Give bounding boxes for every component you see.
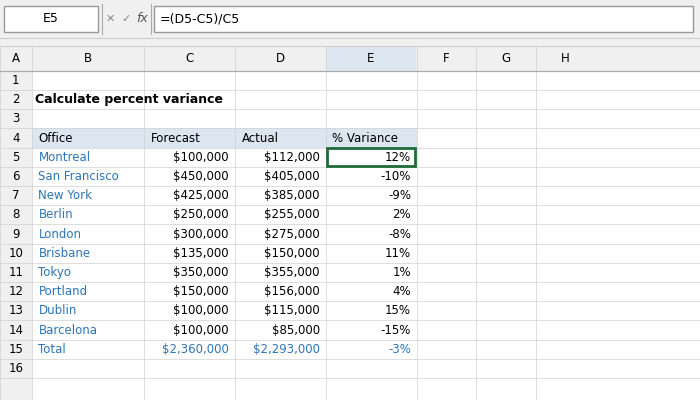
Bar bbox=[326, 71, 416, 400]
Text: -8%: -8% bbox=[388, 228, 411, 240]
Text: Forecast: Forecast bbox=[150, 132, 200, 144]
Bar bbox=[0, 0, 700, 38]
Text: ✕: ✕ bbox=[106, 14, 116, 24]
Text: -15%: -15% bbox=[381, 324, 411, 336]
Text: C: C bbox=[185, 52, 193, 65]
FancyBboxPatch shape bbox=[154, 6, 693, 32]
Text: fx: fx bbox=[136, 12, 148, 25]
Text: 14: 14 bbox=[8, 324, 23, 336]
Text: 13: 13 bbox=[8, 304, 23, 317]
Text: -10%: -10% bbox=[381, 170, 411, 183]
Text: -9%: -9% bbox=[388, 189, 411, 202]
Text: 5: 5 bbox=[12, 151, 20, 164]
Text: 7: 7 bbox=[12, 189, 20, 202]
Text: $85,000: $85,000 bbox=[272, 324, 320, 336]
Text: Office: Office bbox=[38, 132, 73, 144]
Text: $2,360,000: $2,360,000 bbox=[162, 343, 229, 356]
Text: $355,000: $355,000 bbox=[265, 266, 320, 279]
Text: 10: 10 bbox=[8, 247, 23, 260]
Text: ✓: ✓ bbox=[121, 14, 131, 24]
Bar bbox=[32, 128, 416, 148]
Text: F: F bbox=[443, 52, 449, 65]
Text: 15%: 15% bbox=[385, 304, 411, 317]
Text: 4%: 4% bbox=[392, 285, 411, 298]
Text: Portland: Portland bbox=[38, 285, 88, 298]
Text: Dublin: Dublin bbox=[38, 304, 77, 317]
Text: 4: 4 bbox=[12, 132, 20, 144]
Text: 2: 2 bbox=[12, 93, 20, 106]
Text: Barcelona: Barcelona bbox=[38, 324, 97, 336]
Text: =(D5-C5)/C5: =(D5-C5)/C5 bbox=[160, 12, 240, 25]
Text: San Francisco: San Francisco bbox=[38, 170, 119, 183]
Text: Calculate percent variance: Calculate percent variance bbox=[35, 93, 223, 106]
Text: $405,000: $405,000 bbox=[265, 170, 320, 183]
Text: 16: 16 bbox=[8, 362, 23, 375]
Text: Tokyo: Tokyo bbox=[38, 266, 71, 279]
Text: -3%: -3% bbox=[388, 343, 411, 356]
Text: 8: 8 bbox=[12, 208, 20, 221]
Text: D: D bbox=[275, 52, 285, 65]
Text: 11: 11 bbox=[8, 266, 23, 279]
Text: $350,000: $350,000 bbox=[174, 266, 229, 279]
Text: 12: 12 bbox=[8, 285, 23, 298]
Text: $135,000: $135,000 bbox=[174, 247, 229, 260]
Text: 2%: 2% bbox=[392, 208, 411, 221]
Text: % Variance: % Variance bbox=[332, 132, 398, 144]
Text: $2,293,000: $2,293,000 bbox=[253, 343, 320, 356]
Text: Brisbane: Brisbane bbox=[38, 247, 90, 260]
Bar bbox=[326, 46, 416, 71]
Text: $100,000: $100,000 bbox=[174, 151, 229, 164]
Text: $112,000: $112,000 bbox=[264, 151, 320, 164]
Bar bbox=[0, 71, 32, 400]
Text: Berlin: Berlin bbox=[38, 208, 73, 221]
Text: $115,000: $115,000 bbox=[264, 304, 320, 317]
Text: $100,000: $100,000 bbox=[174, 304, 229, 317]
Text: $150,000: $150,000 bbox=[265, 247, 320, 260]
Text: 11%: 11% bbox=[385, 247, 411, 260]
Text: 6: 6 bbox=[12, 170, 20, 183]
Text: London: London bbox=[38, 228, 81, 240]
Text: $156,000: $156,000 bbox=[264, 285, 320, 298]
Text: B: B bbox=[83, 52, 92, 65]
Text: $385,000: $385,000 bbox=[265, 189, 320, 202]
Text: 1%: 1% bbox=[392, 266, 411, 279]
Text: 12%: 12% bbox=[385, 151, 411, 164]
Text: Total: Total bbox=[38, 343, 66, 356]
Text: $100,000: $100,000 bbox=[174, 324, 229, 336]
Text: H: H bbox=[561, 52, 570, 65]
Text: G: G bbox=[501, 52, 510, 65]
Text: 9: 9 bbox=[12, 228, 20, 240]
Bar bbox=[0, 46, 700, 71]
Text: Actual: Actual bbox=[241, 132, 279, 144]
Text: A: A bbox=[12, 52, 20, 65]
Text: Montreal: Montreal bbox=[38, 151, 90, 164]
FancyBboxPatch shape bbox=[4, 6, 98, 32]
Bar bbox=[0, 46, 700, 400]
Text: 3: 3 bbox=[12, 112, 20, 125]
Text: $450,000: $450,000 bbox=[174, 170, 229, 183]
Text: 1: 1 bbox=[12, 74, 20, 87]
Text: $255,000: $255,000 bbox=[265, 208, 320, 221]
Text: $275,000: $275,000 bbox=[264, 228, 320, 240]
Text: E5: E5 bbox=[43, 12, 59, 25]
Text: $150,000: $150,000 bbox=[174, 285, 229, 298]
Text: $425,000: $425,000 bbox=[173, 189, 229, 202]
Text: $300,000: $300,000 bbox=[174, 228, 229, 240]
Text: $250,000: $250,000 bbox=[174, 208, 229, 221]
Text: 15: 15 bbox=[8, 343, 23, 356]
Text: New York: New York bbox=[38, 189, 92, 202]
Text: E: E bbox=[368, 52, 374, 65]
